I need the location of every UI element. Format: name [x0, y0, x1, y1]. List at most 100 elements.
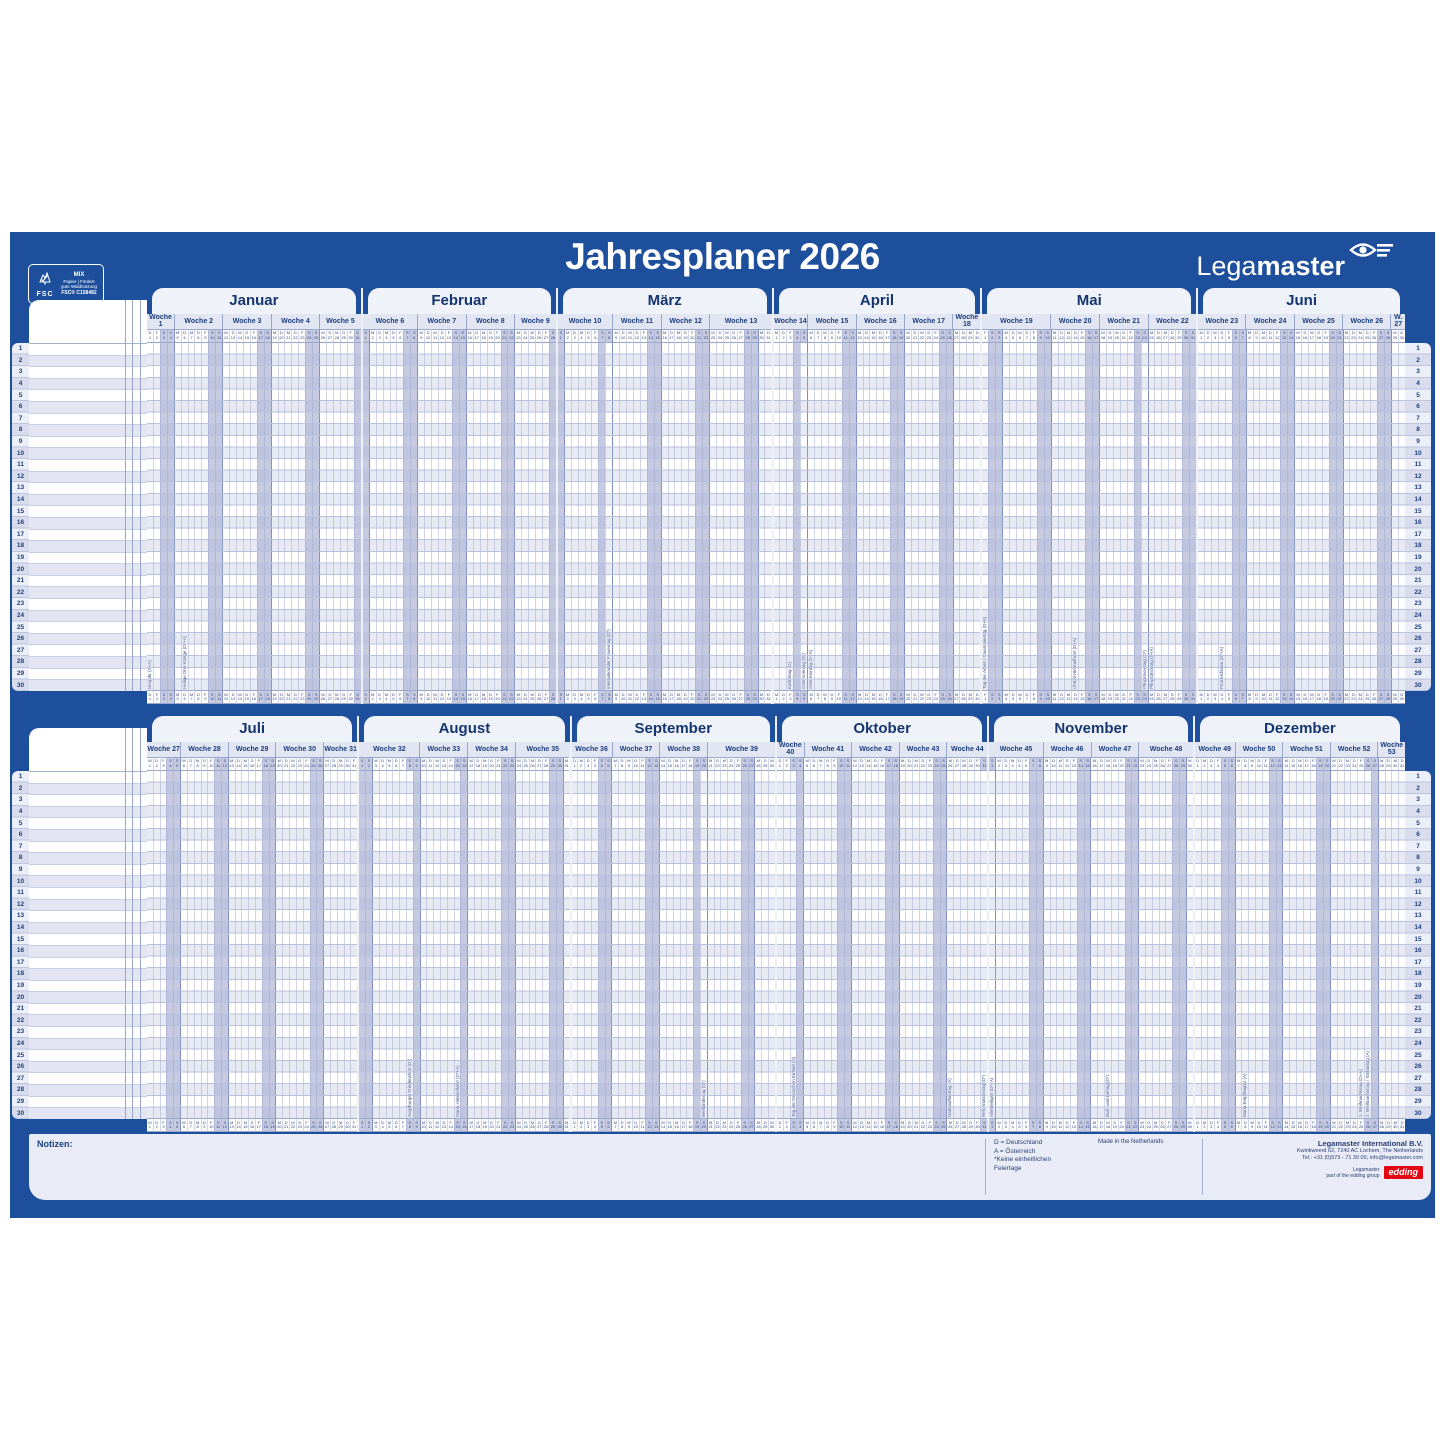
- day-cell: S 27: [1370, 1118, 1378, 1133]
- day-cell: F 22: [1126, 690, 1134, 705]
- day-letter: S: [839, 1119, 843, 1125]
- day-letter: M: [1199, 330, 1203, 336]
- day-number: 2: [991, 696, 994, 702]
- day-number: 24: [306, 334, 312, 340]
- day-cell: F 10: [834, 328, 842, 343]
- day-letter: S: [1386, 691, 1390, 697]
- day-number: 7: [1031, 1124, 1035, 1130]
- day-letter: D: [490, 758, 494, 764]
- day-number: 21: [912, 696, 918, 702]
- day-cell: D 19: [1106, 328, 1113, 343]
- day-cell: M 29: [336, 756, 344, 771]
- day-number: 9: [1255, 334, 1258, 340]
- day-number: 1: [1200, 334, 1203, 340]
- day-letter: F: [349, 330, 352, 336]
- day-letter: S: [1223, 1119, 1227, 1125]
- row-number: 17: [1414, 958, 1422, 966]
- day-number: 17: [1304, 762, 1309, 768]
- day-number: 19: [1107, 696, 1113, 702]
- day-number: 31: [355, 334, 360, 340]
- day-number: 15: [667, 1124, 673, 1130]
- grid-day-column: [876, 342, 883, 691]
- day-number: 1: [364, 696, 367, 702]
- day-letter: S: [990, 1119, 994, 1125]
- day-number: 19: [1107, 334, 1113, 340]
- day-number: 16: [462, 1124, 467, 1130]
- day-number: 25: [724, 696, 730, 702]
- day-number: 28: [1385, 334, 1391, 340]
- day-number: 30: [1399, 334, 1405, 340]
- month-day-grid: [362, 342, 556, 691]
- day-number: 4: [593, 762, 596, 768]
- day-number: 25: [311, 762, 316, 768]
- day-letter: M: [1154, 1119, 1158, 1125]
- day-number: 20: [1330, 334, 1335, 340]
- day-cell: D 30: [973, 690, 981, 705]
- month-block-september: September Woche 36 Woche 37 Woche 38 Woche 3…: [569, 716, 776, 1133]
- day-header-strip: M 1 D 2 F 3 S 4 S 5 M 6 D 7 M 8 D 9 F 10 S 11 S 12 M 13 D 14 M 15 D 16 F…: [147, 1118, 358, 1133]
- day-cell: S 19: [693, 756, 700, 771]
- day-cell: S 18: [891, 1118, 899, 1133]
- grid-day-column: [1234, 770, 1242, 1119]
- day-cell: D 30: [1397, 328, 1405, 343]
- day-number: 26: [320, 696, 326, 702]
- day-letter: S: [1133, 1119, 1137, 1125]
- day-number: 27: [1163, 334, 1168, 340]
- day-number: 26: [1160, 762, 1165, 768]
- day-number: 24: [1142, 696, 1147, 702]
- planner-row: [29, 553, 147, 565]
- day-number: 20: [277, 762, 282, 768]
- day-cell: F 30: [973, 1118, 981, 1133]
- day-number: 22: [1133, 1124, 1138, 1130]
- row-number: 26: [16, 635, 25, 643]
- row-number: 22: [16, 588, 25, 596]
- grid-day-column: [194, 342, 201, 691]
- day-number: 21: [708, 762, 713, 768]
- day-number: 22: [509, 334, 514, 340]
- day-cell: D 22: [1336, 756, 1344, 771]
- grid-day-column: Reformationstag (D*): [980, 770, 988, 1119]
- day-cell: M 30: [1185, 756, 1193, 771]
- grid-day-column: [410, 342, 418, 691]
- day-number: 2: [1203, 1124, 1206, 1130]
- day-letter: M: [338, 758, 343, 764]
- day-letter: S: [318, 758, 322, 764]
- day-number: 13: [230, 696, 236, 702]
- grid-day-column: [173, 342, 181, 691]
- day-letter: S: [169, 1119, 172, 1125]
- day-cell: S 26: [740, 756, 748, 771]
- day-number: 3: [789, 334, 792, 340]
- day-number: 18: [893, 762, 898, 768]
- day-letter: F: [691, 691, 694, 697]
- day-letter: M: [516, 330, 521, 336]
- grid-day-column: [709, 342, 716, 691]
- day-letter: S: [175, 758, 179, 764]
- day-cell: D 24: [1350, 1118, 1358, 1133]
- grid-day-column: [782, 770, 790, 1119]
- grid-day-column: [215, 342, 223, 691]
- day-letter: M: [809, 330, 813, 336]
- grid-day-column: [1106, 342, 1113, 691]
- day-letter: F: [1264, 1119, 1268, 1125]
- day-letter: F: [1359, 758, 1363, 764]
- day-number: 23: [516, 334, 521, 340]
- grid-day-column: [514, 770, 522, 1119]
- day-cell: S 23: [1133, 690, 1141, 705]
- week-label: Woche 10: [568, 317, 602, 325]
- day-letter: M: [433, 330, 437, 336]
- day-letter: F: [399, 691, 402, 697]
- grid-day-column: [514, 342, 521, 691]
- name-column-header: [29, 300, 147, 344]
- grid-day-column: [1384, 342, 1391, 691]
- day-letter: S: [948, 691, 951, 697]
- day-number: 5: [803, 334, 806, 340]
